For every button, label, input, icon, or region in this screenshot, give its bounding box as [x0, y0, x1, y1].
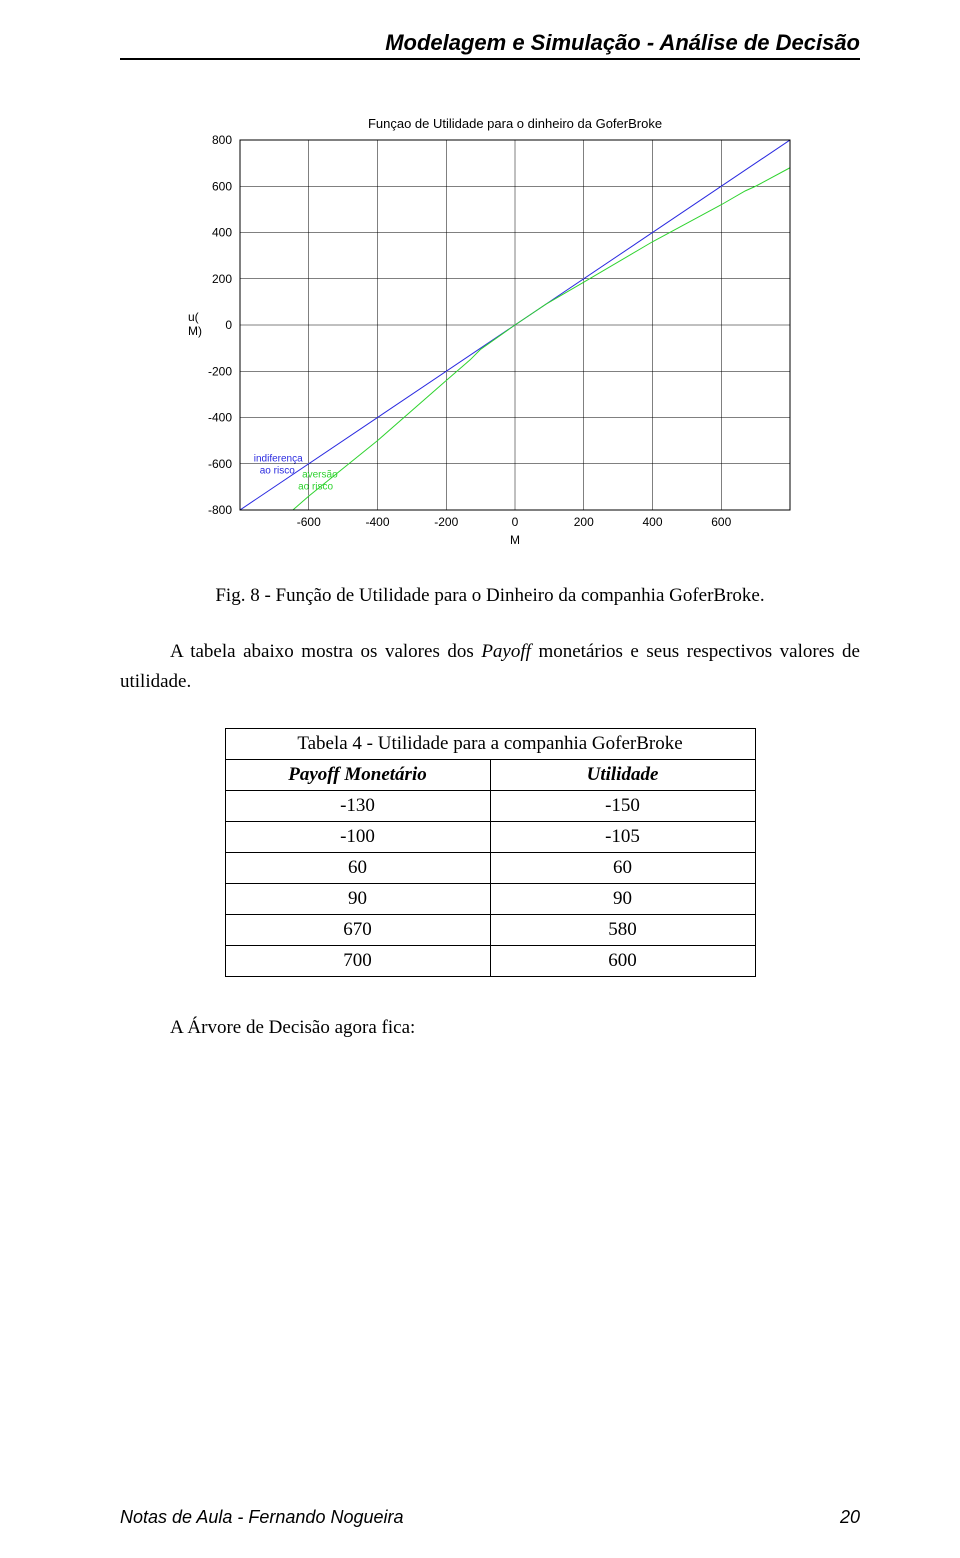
table-cell: 90	[490, 883, 755, 914]
table-cell: 90	[225, 883, 490, 914]
table-cell: 600	[490, 945, 755, 976]
table-cell: 60	[490, 852, 755, 883]
page-footer: Notas de Aula - Fernando Nogueira 20	[120, 1507, 860, 1528]
para-before: A tabela abaixo mostra os valores dos	[170, 641, 481, 662]
table-cell: -150	[490, 790, 755, 821]
table-cell: 670	[225, 914, 490, 945]
svg-text:600: 600	[212, 179, 232, 193]
table-row: 9090	[225, 883, 755, 914]
svg-text:0: 0	[225, 318, 232, 332]
footer-left: Notas de Aula - Fernando Nogueira	[120, 1507, 404, 1528]
chart-svg: -600 -400 -200 0 200 400 600 -800 -600 -400 -200 0 2…	[170, 110, 810, 550]
table-col-1: Utilidade	[490, 759, 755, 790]
table-cell: 580	[490, 914, 755, 945]
svg-text:-200: -200	[434, 515, 458, 529]
svg-text:Funçao de Utilidade para o din: Funçao de Utilidade para o dinheiro da G…	[368, 116, 662, 131]
table-title-row: Tabela 4 - Utilidade para a companhia Go…	[225, 728, 755, 759]
svg-text:400: 400	[642, 515, 662, 529]
svg-text:ao risco: ao risco	[260, 465, 295, 476]
table-row: 700600	[225, 945, 755, 976]
svg-text:200: 200	[212, 272, 232, 286]
svg-text:800: 800	[212, 133, 232, 147]
svg-text:ao risco: ao risco	[298, 481, 333, 492]
svg-text:aversão: aversão	[302, 469, 338, 480]
svg-text:600: 600	[711, 515, 731, 529]
svg-text:u(: u(	[188, 310, 199, 324]
paragraph-intro: A tabela abaixo mostra os valores dos Pa…	[120, 637, 860, 698]
svg-text:-800: -800	[208, 503, 232, 517]
table-row: -130-150	[225, 790, 755, 821]
table-header-row: Payoff Monetário Utilidade	[225, 759, 755, 790]
table-cell: 700	[225, 945, 490, 976]
figure-caption: Fig. 8 - Função de Utilidade para o Dinh…	[120, 585, 860, 607]
para-italic: Payoff	[481, 641, 531, 662]
svg-text:400: 400	[212, 226, 232, 240]
after-table-text: A Árvore de Decisão agora fica:	[170, 1017, 860, 1039]
table-title: Tabela 4 - Utilidade para a companhia Go…	[225, 728, 755, 759]
svg-text:M): M)	[188, 324, 202, 338]
page: Modelagem e Simulação - Análise de Decis…	[0, 0, 960, 1558]
svg-text:-400: -400	[208, 411, 232, 425]
svg-text:200: 200	[574, 515, 594, 529]
table-cell: -105	[490, 821, 755, 852]
table-row: -100-105	[225, 821, 755, 852]
table-row: 6060	[225, 852, 755, 883]
svg-text:-600: -600	[297, 515, 321, 529]
svg-text:-600: -600	[208, 457, 232, 471]
table-cell: -100	[225, 821, 490, 852]
utility-chart: -600 -400 -200 0 200 400 600 -800 -600 -400 -200 0 2…	[170, 110, 810, 555]
svg-text:0: 0	[512, 515, 519, 529]
footer-right: 20	[840, 1507, 860, 1528]
svg-text:M: M	[510, 533, 520, 547]
table-cell: -130	[225, 790, 490, 821]
svg-text:-400: -400	[365, 515, 389, 529]
utility-table: Tabela 4 - Utilidade para a companhia Go…	[225, 728, 756, 977]
svg-text:-200: -200	[208, 364, 232, 378]
table-row: 670580	[225, 914, 755, 945]
page-header: Modelagem e Simulação - Análise de Decis…	[120, 30, 860, 60]
table-col-0: Payoff Monetário	[225, 759, 490, 790]
svg-text:indiferença: indiferença	[254, 453, 303, 464]
table-cell: 60	[225, 852, 490, 883]
